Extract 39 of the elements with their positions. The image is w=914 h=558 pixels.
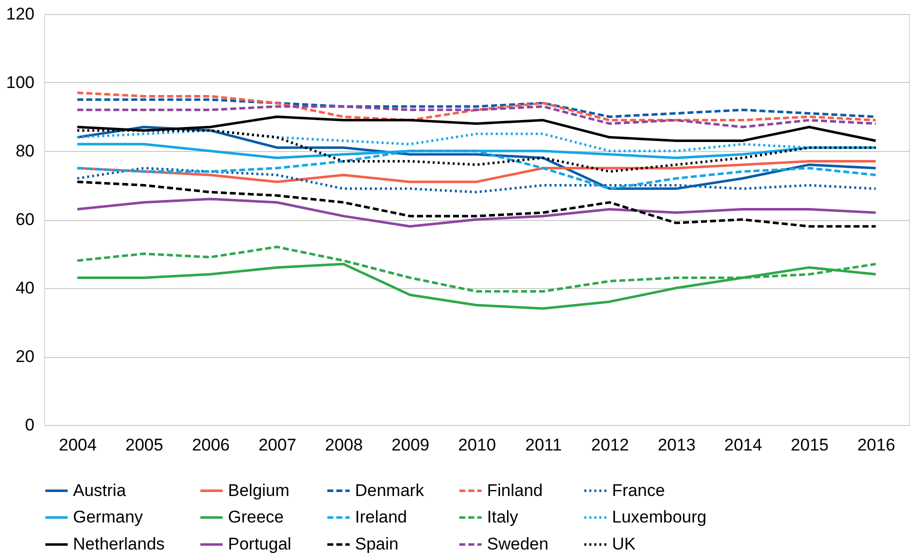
line-series [76, 105, 877, 128]
line-series [76, 198, 877, 228]
y-tick-label: 40 [16, 278, 34, 298]
y-tick-label: 60 [16, 210, 34, 229]
x-tick-label: 2009 [392, 436, 430, 454]
legend-label: Belgium [228, 480, 290, 500]
legend-label: Ireland [355, 508, 407, 526]
y-tick-label: 0 [25, 416, 34, 434]
x-tick-label: 2008 [325, 436, 363, 454]
legend-label: Netherlands [73, 534, 165, 554]
line-series [76, 92, 877, 122]
y-tick-label: 20 [16, 347, 34, 366]
x-tick-label: 2011 [525, 436, 562, 454]
legend-label: Austria [73, 480, 126, 500]
legend-label: Finland [487, 480, 543, 500]
y-tick-label: 80 [16, 142, 34, 160]
x-tick-label: 2014 [724, 436, 762, 454]
legend-label: UK [612, 534, 636, 554]
x-tick-label: 2004 [58, 436, 97, 454]
x-tick-label: 2005 [125, 436, 164, 454]
legend-label: Germany [73, 508, 144, 526]
legend-label: France [612, 480, 665, 500]
legend-label: Sweden [487, 534, 548, 554]
x-tick-label: 2006 [192, 436, 230, 454]
legend-label: Luxembourg [612, 508, 707, 526]
legend-label: Italy [487, 508, 519, 526]
legend-label: Spain [355, 534, 398, 554]
x-tick-label: 2012 [591, 436, 629, 454]
legend-label: Denmark [355, 480, 424, 500]
x-tick-label: 2007 [258, 436, 296, 454]
y-tick-label: 120 [6, 4, 34, 24]
legend-label: Greece [228, 508, 284, 526]
x-tick-label: 2013 [658, 436, 696, 454]
x-tick-label: 2010 [458, 436, 496, 454]
y-tick-label: 100 [6, 73, 34, 92]
x-tick-label: 2015 [790, 436, 829, 454]
line-series [76, 180, 877, 228]
x-tick-label: 2016 [857, 436, 896, 454]
legend-label: Portugal [228, 534, 292, 554]
